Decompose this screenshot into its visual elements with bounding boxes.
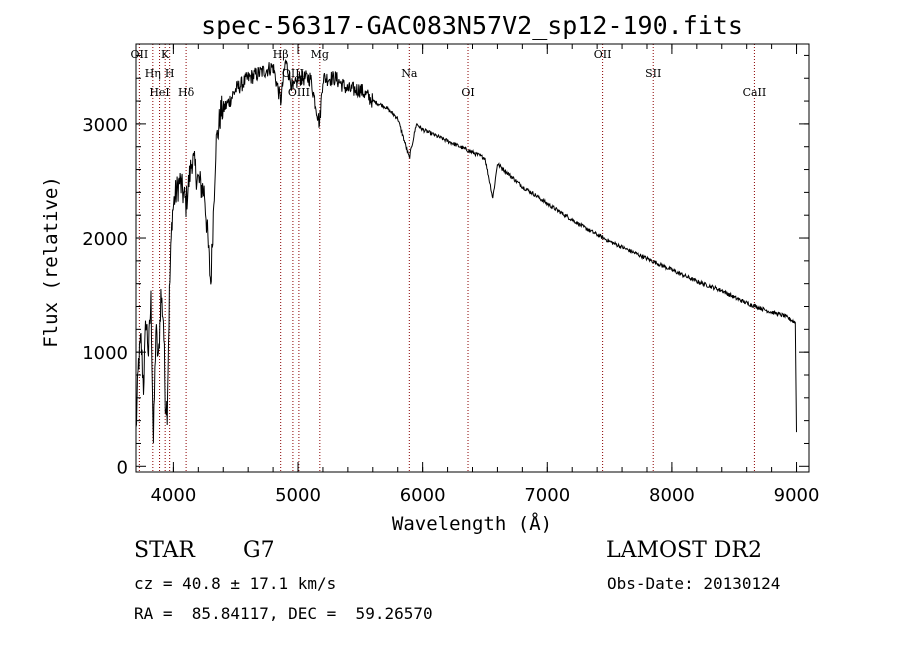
x-tick-label: 4000 [150,485,196,506]
x-tick-label: 6000 [400,485,446,506]
x-tick-label: 7000 [524,485,570,506]
chart-title: spec-56317-GAC083N57V2_sp12-190.fits [201,11,743,40]
y-tick-label: 2000 [82,229,128,250]
spectral-line-label: OI [461,86,474,99]
spectral-line-label: Hη [145,67,161,80]
y-tick-label: 0 [117,457,128,478]
spectral-line-label: OIII [288,86,310,99]
spectral-line-label: OII [131,48,149,61]
x-tick-label: 5000 [275,485,321,506]
obs-date: Obs-Date: 20130124 [607,574,781,593]
spectral-line-label: SII [645,67,661,80]
redshift-info: cz = 40.8 ± 17.1 km/s [134,574,337,593]
spectral-line-label: Hδ [178,86,195,99]
spectral-line-label: CaII [743,86,767,99]
spectral-line-label: OII [594,48,612,61]
x-tick-label: 9000 [774,485,820,506]
spectral-line-label: HeI [149,86,169,99]
coordinates: RA = 85.84117, DEC = 59.26570 [134,604,433,623]
spectral-line-label: Na [401,67,418,80]
y-axis-label: Flux (relative) [40,176,62,348]
y-axis: 0 1000 2000 3000 [82,54,809,478]
spectrum-series-line [135,58,797,444]
y-tick-label: 3000 [82,115,128,136]
spectral-line-label: H [165,67,175,80]
x-axis-label: Wavelength (Å) [392,512,552,535]
spectral-line-markers [138,44,755,472]
spectral-line-label: Mg [311,48,329,61]
spectral-line-label: K [161,48,170,61]
x-axis: 4000 5000 6000 7000 8000 9000 [150,44,819,506]
survey-name: LAMOST DR2 [606,538,762,563]
object-class: STAR [134,538,195,563]
plot-frame [135,43,810,473]
x-tick-label: 8000 [649,485,695,506]
object-subclass: G7 [243,538,275,563]
spectral-line-label: Hβ [273,48,289,61]
y-tick-label: 1000 [82,343,128,364]
